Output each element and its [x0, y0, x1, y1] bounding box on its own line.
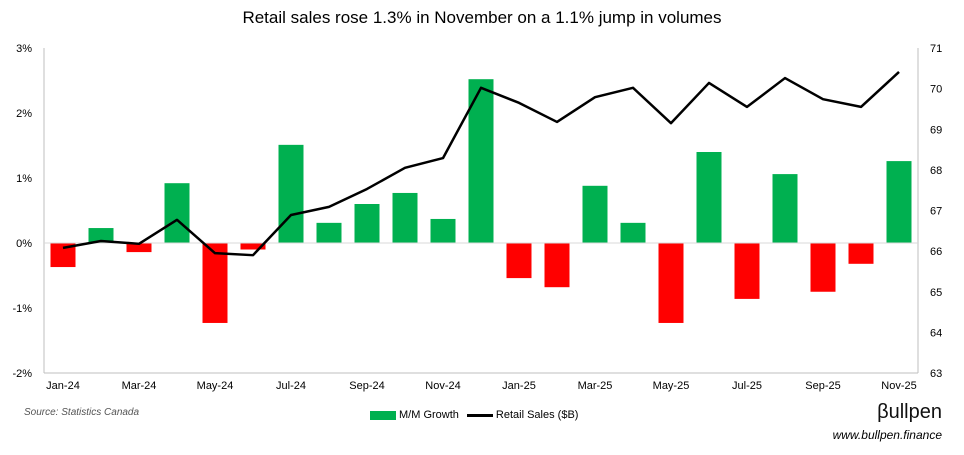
bar-Dec-24 — [468, 79, 494, 243]
bar-Nov-24 — [430, 218, 456, 243]
bar-Feb-25 — [544, 243, 570, 288]
brand-logo: βullpen — [877, 401, 942, 423]
chart-title: Retail sales rose 1.3% in November on a … — [242, 8, 722, 27]
legend: M/M Growth Retail Sales ($B) — [370, 409, 578, 421]
y-right-tick-label: 69 — [930, 124, 942, 136]
legend-item-line: Retail Sales ($B) — [466, 409, 579, 421]
y-left-tick-label: 0% — [16, 238, 32, 250]
bar-Apr-24 — [164, 183, 190, 243]
x-tick-label: Nov-24 — [425, 380, 460, 392]
y-left-tick-label: 3% — [16, 43, 32, 55]
y-right-tick-label: 71 — [930, 43, 942, 55]
legend-item-bar: M/M Growth — [370, 409, 459, 421]
bar-Sep-24 — [354, 204, 380, 243]
legend-swatch-line — [466, 413, 493, 417]
x-tick-label: Nov-25 — [881, 380, 916, 392]
bar-Mar-24 — [126, 243, 152, 253]
bar-Aug-24 — [316, 222, 342, 243]
bar-Oct-25 — [848, 243, 874, 264]
legend-label-line: Retail Sales ($B) — [495, 409, 579, 421]
y-right-tick-label: 65 — [930, 287, 942, 299]
bar-Apr-25 — [620, 222, 646, 243]
x-tick-label: Jan-25 — [502, 380, 536, 392]
y-left-tick-label: 2% — [16, 108, 32, 120]
brand-url: www.bullpen.finance — [832, 428, 942, 442]
x-tick-label: Jan-24 — [46, 380, 80, 392]
x-tick-label: Mar-25 — [578, 380, 613, 392]
y-right-tick-label: 70 — [930, 84, 942, 96]
bar-May-25 — [658, 243, 684, 323]
x-tick-label: May-24 — [197, 380, 234, 392]
y-right-tick-label: 66 — [930, 246, 942, 258]
y-left-tick-label: -1% — [12, 303, 32, 315]
bar-Feb-24 — [88, 228, 114, 243]
bar-Nov-25 — [886, 161, 912, 243]
y-left-tick-label: 1% — [16, 173, 32, 185]
y-right-tick-label: 67 — [930, 206, 942, 218]
bar-Jul-25 — [734, 243, 760, 299]
legend-swatch-bar — [370, 410, 396, 420]
source-note: Source: Statistics Canada — [24, 407, 140, 418]
bar-Oct-24 — [392, 192, 418, 243]
legend-label-bar: M/M Growth — [399, 409, 459, 421]
bar-Aug-25 — [772, 174, 798, 243]
x-tick-label: Sep-24 — [349, 380, 384, 392]
x-tick-label: Mar-24 — [122, 380, 157, 392]
y-right-tick-label: 68 — [930, 165, 942, 177]
y-right-tick-label: 63 — [930, 368, 942, 380]
x-tick-label: Sep-25 — [805, 380, 840, 392]
bar-Sep-25 — [810, 243, 836, 292]
bar-May-24 — [202, 243, 228, 323]
x-tick-label: Jul-24 — [276, 380, 306, 392]
bar-Jan-25 — [506, 243, 532, 279]
y-right-tick-label: 64 — [930, 327, 942, 339]
x-tick-label: May-25 — [653, 380, 690, 392]
y-left-tick-label: -2% — [12, 368, 32, 380]
x-tick-label: Jul-25 — [732, 380, 762, 392]
bar-Mar-25 — [582, 185, 608, 243]
bar-Jul-24 — [278, 144, 304, 243]
bar-Jun-24 — [240, 243, 266, 250]
bar-Jun-25 — [696, 152, 722, 243]
